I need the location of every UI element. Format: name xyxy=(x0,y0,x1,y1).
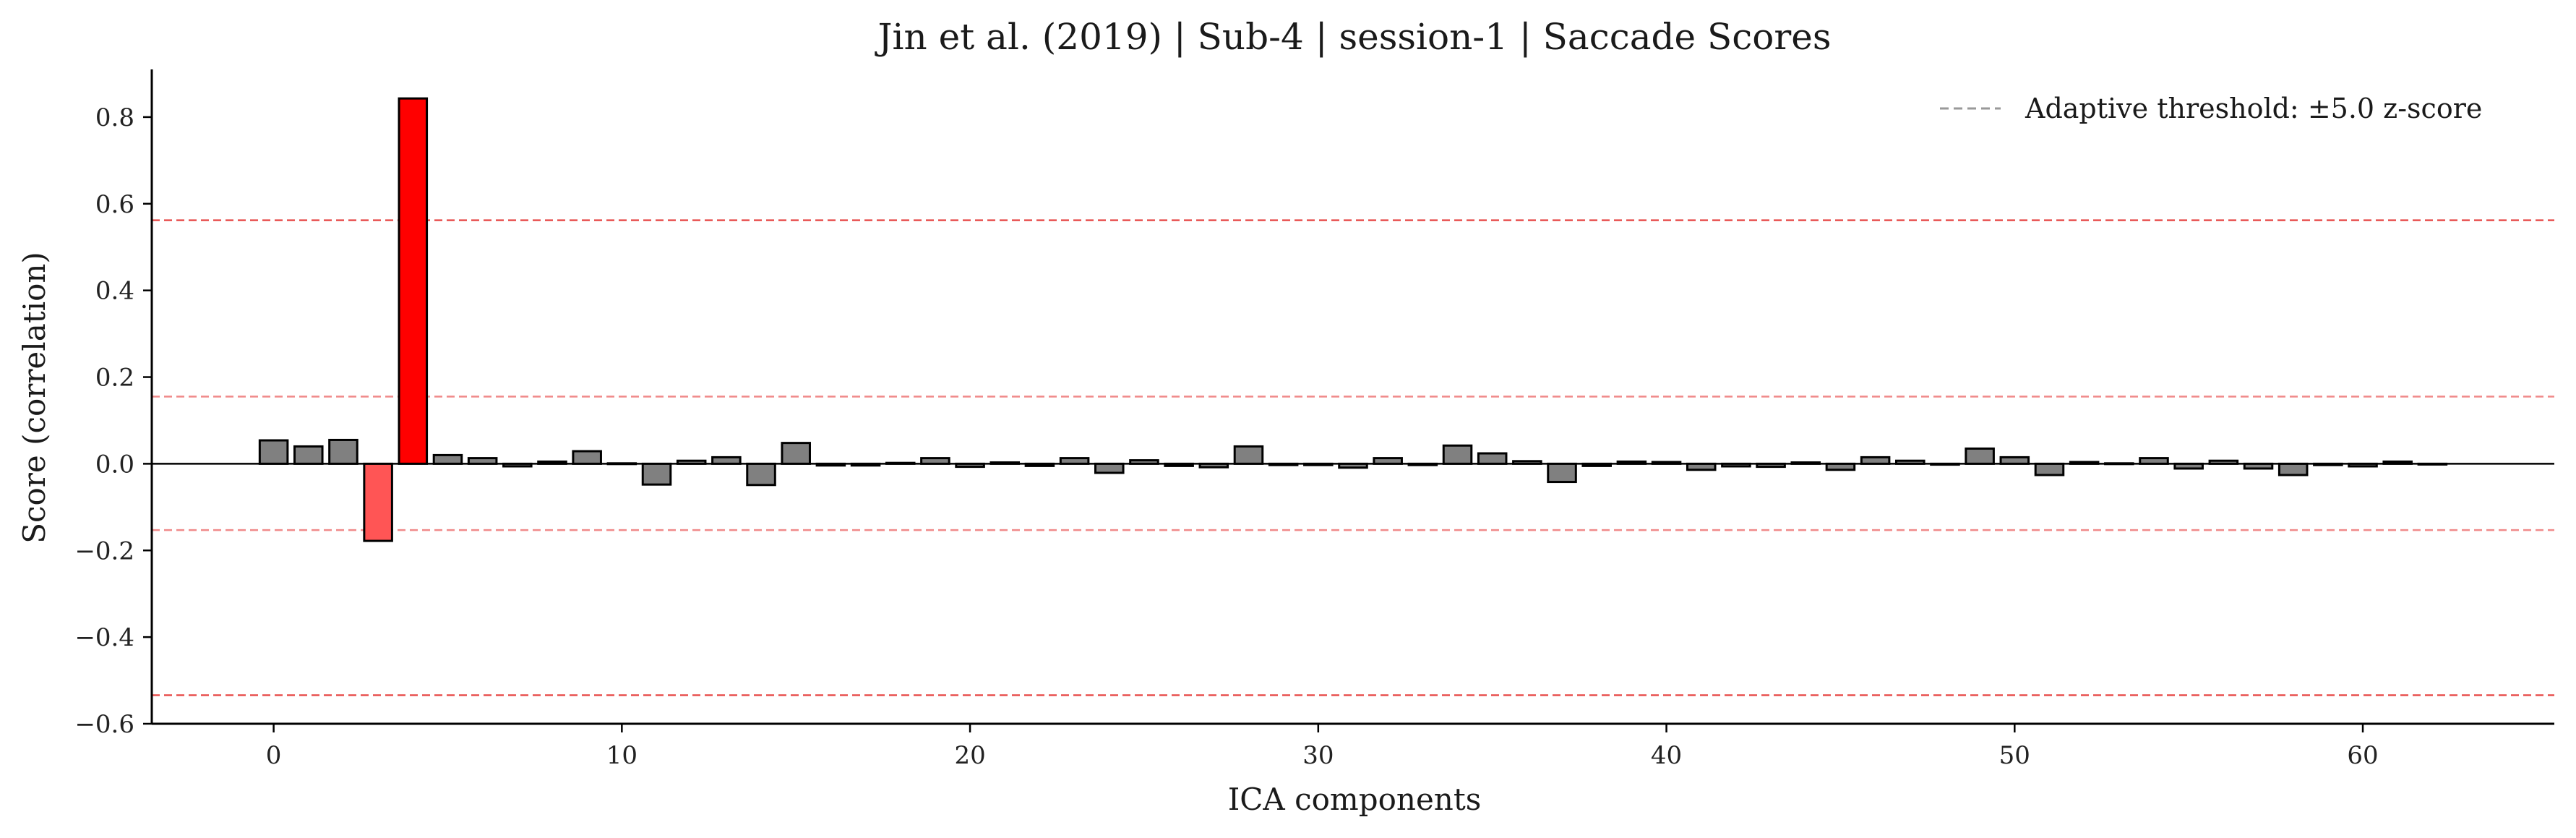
x-tick-label: 50 xyxy=(1999,741,2030,770)
bar xyxy=(641,462,672,486)
y-tick-label: −0.4 xyxy=(74,623,134,652)
bar xyxy=(537,460,567,465)
bar xyxy=(1268,462,1299,466)
bar xyxy=(1790,461,1821,465)
chart-title: Jin et al. (2019) | Sub-4 | session-1 | … xyxy=(874,16,1831,58)
bar xyxy=(2069,461,2100,465)
bar xyxy=(328,438,359,465)
y-axis-label: Score (correlation) xyxy=(17,252,52,544)
bars xyxy=(258,97,2448,542)
bar xyxy=(1233,445,1264,465)
y-tick-label: 0.6 xyxy=(95,190,134,219)
bar xyxy=(1547,462,1577,484)
bar xyxy=(398,97,429,465)
bar xyxy=(676,459,707,465)
bar xyxy=(2034,462,2065,476)
bar xyxy=(1442,444,1473,465)
bar xyxy=(920,457,950,465)
legend-label: Adaptive threshold: ±5.0 z-score xyxy=(2025,93,2482,124)
axes xyxy=(150,69,2554,725)
bar xyxy=(1198,462,1229,469)
x-tick-label: 0 xyxy=(266,741,282,770)
bar xyxy=(2313,462,2343,466)
bar xyxy=(746,462,776,487)
x-axis-label: ICA components xyxy=(1228,782,1482,817)
bar xyxy=(1686,462,1717,471)
y-tick-label: 0.8 xyxy=(95,103,134,132)
bar xyxy=(1059,457,1090,465)
bar xyxy=(2104,462,2134,466)
bar xyxy=(1024,462,1055,467)
bar xyxy=(2277,462,2309,476)
bar xyxy=(1895,459,1925,465)
bar xyxy=(781,442,811,465)
bar xyxy=(1512,460,1542,465)
bar xyxy=(1965,447,1995,465)
bar xyxy=(2208,459,2239,465)
bar xyxy=(1999,456,2030,465)
bar xyxy=(1129,459,1159,465)
bar xyxy=(572,450,602,465)
x-tick-label: 30 xyxy=(1302,741,1334,770)
bar xyxy=(1373,457,1403,465)
bar xyxy=(1407,462,1438,466)
y-tick-label: −0.2 xyxy=(74,536,134,565)
bar xyxy=(955,462,985,469)
y-tick-label: 0.2 xyxy=(95,364,134,393)
bar xyxy=(363,462,393,542)
x-tick-label: 10 xyxy=(606,741,637,770)
bar xyxy=(1825,462,1856,471)
y-tick-label: 0.4 xyxy=(95,277,134,306)
y-tick-label: −0.6 xyxy=(74,710,134,739)
y-tick-label: 0.0 xyxy=(95,450,134,479)
bar xyxy=(606,462,637,466)
bar xyxy=(2382,460,2413,465)
bar xyxy=(1930,462,1960,466)
bar xyxy=(2348,462,2378,468)
bar xyxy=(1721,462,1751,468)
bar xyxy=(2417,462,2448,466)
bar xyxy=(1616,460,1647,465)
bar xyxy=(1164,462,1194,467)
x-tick-label: 40 xyxy=(1651,741,1682,770)
ticks: 0 10 20 30 40 50 60 −0.6 −0.4 −0.2 0.0 0.2 0.4 0.6 0.8 xyxy=(74,103,2378,770)
bar xyxy=(1581,462,1612,467)
threshold-lines xyxy=(152,219,2554,696)
bar xyxy=(293,445,324,465)
bar xyxy=(1651,461,1682,465)
bar xyxy=(815,462,846,467)
bar xyxy=(1860,456,1891,465)
bar xyxy=(432,453,463,465)
bar xyxy=(2139,457,2169,465)
bar xyxy=(711,456,742,465)
bar xyxy=(502,462,533,468)
legend: Adaptive threshold: ±5.0 z-score xyxy=(1940,93,2482,124)
bar xyxy=(989,461,1021,465)
bar xyxy=(1756,462,1786,469)
bar xyxy=(258,439,289,465)
bar xyxy=(1094,462,1125,474)
bar xyxy=(1338,462,1368,469)
bar xyxy=(850,462,881,467)
bar xyxy=(2243,462,2274,470)
bar xyxy=(1477,452,1508,465)
bar xyxy=(2173,462,2204,470)
x-tick-label: 20 xyxy=(954,741,985,770)
bar xyxy=(467,457,498,465)
bar xyxy=(1303,462,1334,466)
x-tick-label: 60 xyxy=(2347,741,2378,770)
